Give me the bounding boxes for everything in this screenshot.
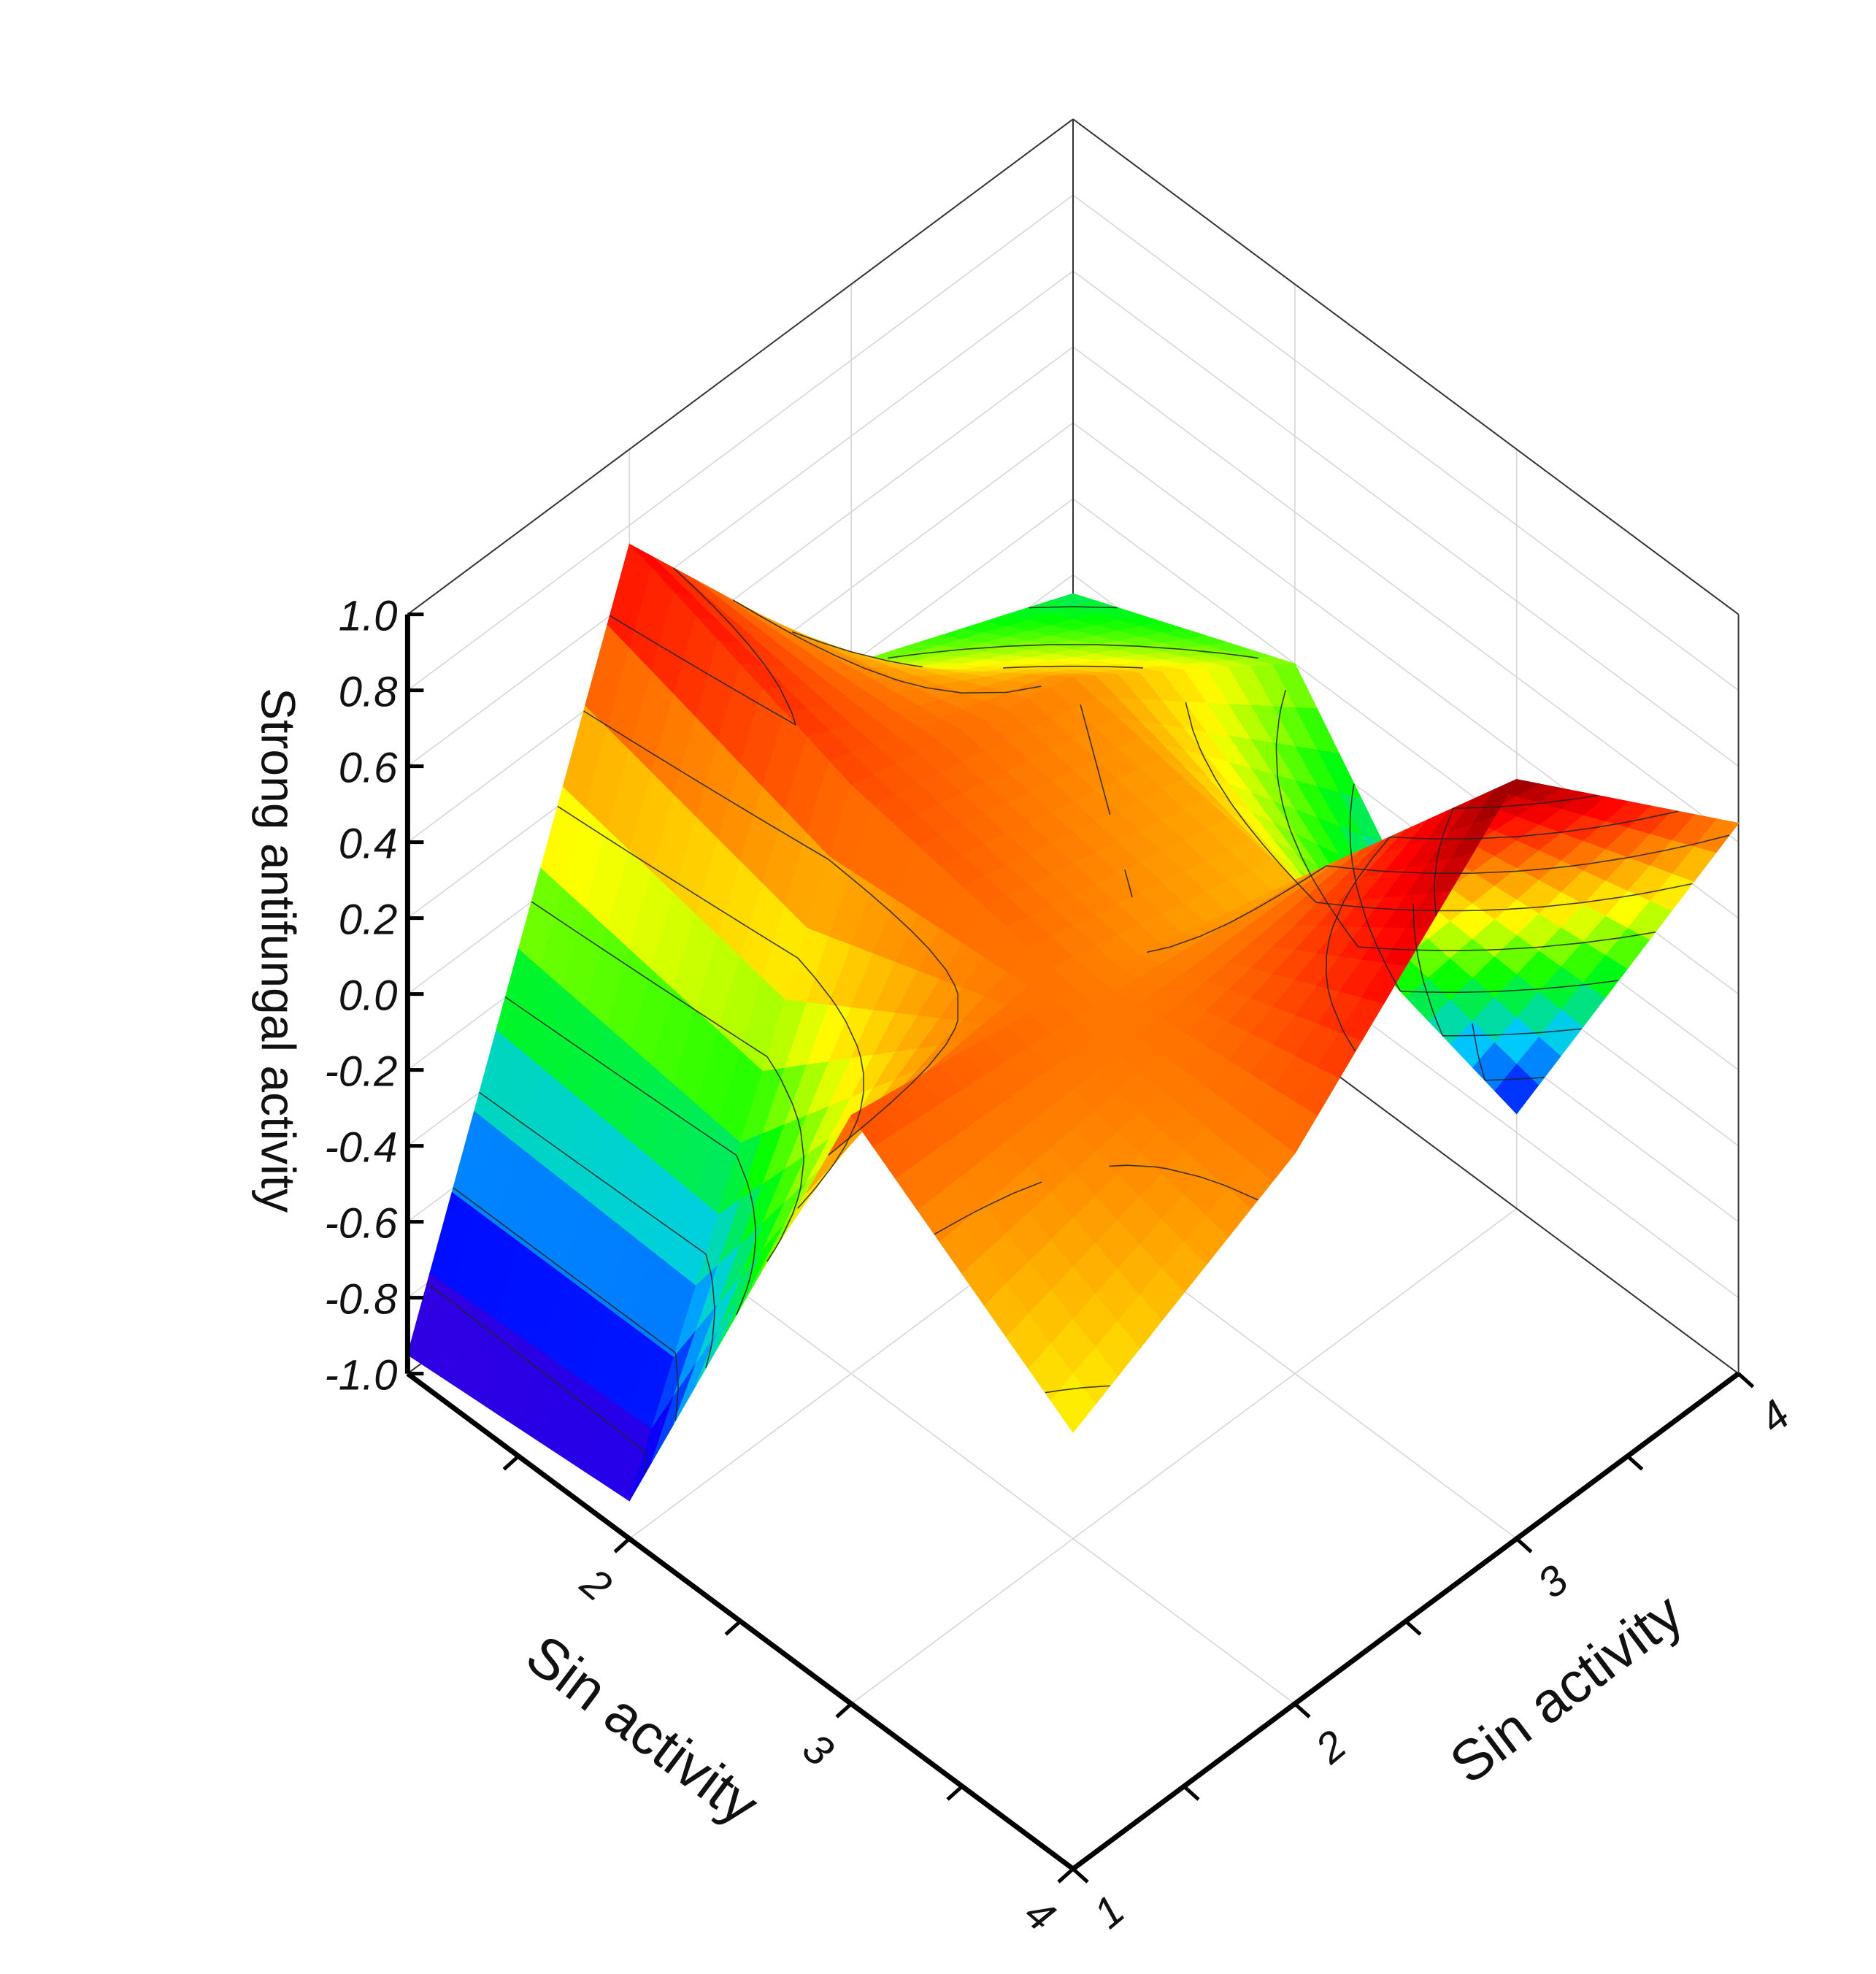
z-tick-label: -0.6 xyxy=(324,1200,398,1248)
contour-line xyxy=(1434,794,1598,916)
x-tick xyxy=(1057,1867,1075,1883)
frame-edge xyxy=(407,118,1074,615)
x-tick xyxy=(835,1702,853,1718)
x-tick-label: 2 xyxy=(572,1559,620,1610)
contour-line xyxy=(453,1024,1545,1421)
y-tick-label: 3 xyxy=(1529,1556,1577,1608)
y-tick xyxy=(1404,1619,1422,1636)
z-tick-label: -0.4 xyxy=(324,1124,397,1172)
frame-edge xyxy=(1072,118,1739,615)
contour-line xyxy=(531,644,1656,1262)
contour-line xyxy=(479,903,1582,1368)
y-tick xyxy=(1737,1372,1755,1389)
x-tick xyxy=(946,1785,964,1801)
x-tick xyxy=(724,1619,742,1636)
z-axis-label: Strong antifungal activity xyxy=(251,688,305,1213)
contour-line xyxy=(426,1282,645,1475)
z-tick-label: 0.8 xyxy=(339,669,398,716)
z-tick-label: -1.0 xyxy=(324,1352,397,1399)
contour-line xyxy=(505,606,1619,1316)
x-tick xyxy=(613,1537,631,1554)
x-axis-label: Sin activity xyxy=(515,1622,771,1837)
contour-line xyxy=(583,599,1730,1235)
contour-line xyxy=(557,631,1693,1394)
z-tick-label: 0.0 xyxy=(339,972,398,1020)
z-tick-label: -0.2 xyxy=(324,1048,397,1096)
z-tick-label: 0.6 xyxy=(339,745,398,792)
x-tick xyxy=(502,1454,520,1471)
y-tick-label: 4 xyxy=(1750,1391,1799,1443)
y-tick xyxy=(1626,1454,1644,1471)
contour-line xyxy=(610,567,1678,1052)
x-tick-label: 4 xyxy=(1015,1889,1064,1941)
y-tick-label: 2 xyxy=(1306,1721,1355,1773)
surface-cell xyxy=(1050,1373,1096,1434)
y-tick xyxy=(1515,1537,1533,1554)
x-tick-label: 3 xyxy=(793,1724,842,1776)
z-tick-label: 0.2 xyxy=(339,896,398,944)
y-tick-label: 1 xyxy=(1085,1886,1133,1938)
z-tick-label: -0.8 xyxy=(324,1276,397,1324)
y-tick xyxy=(1072,1867,1089,1883)
z-tick-label: 0.4 xyxy=(339,821,398,868)
y-axis-label: Sin activity xyxy=(1438,1581,1694,1796)
y-tick xyxy=(1183,1785,1200,1801)
y-tick xyxy=(1293,1702,1311,1718)
z-tick-label: 1.0 xyxy=(339,593,398,640)
